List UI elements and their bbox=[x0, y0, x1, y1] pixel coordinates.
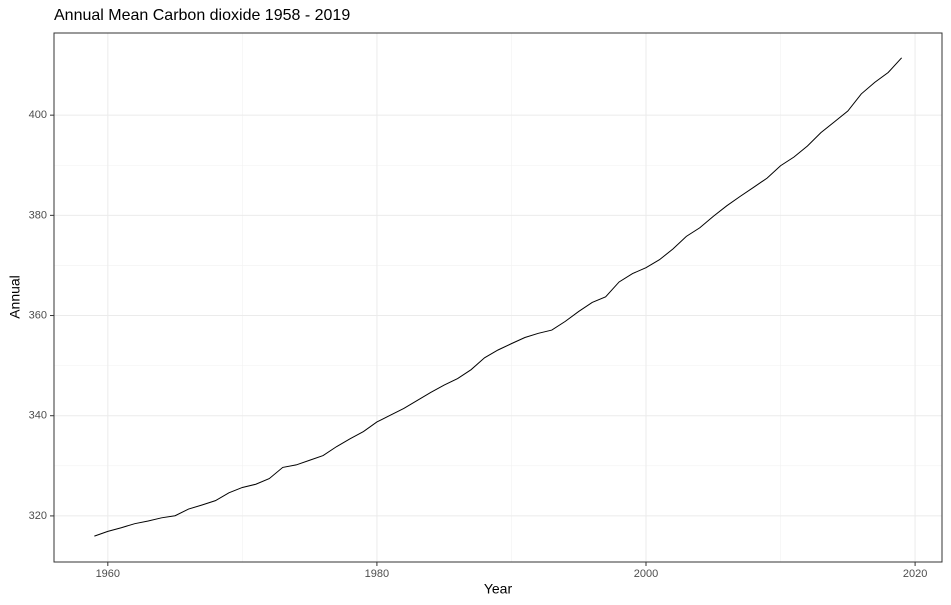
y-tick-label: 400 bbox=[29, 109, 47, 121]
x-tick-label: 2000 bbox=[634, 568, 658, 580]
x-tick-label: 1960 bbox=[96, 568, 120, 580]
x-axis-label: Year bbox=[484, 581, 513, 597]
panel-border bbox=[53, 32, 943, 563]
y-tick-label: 360 bbox=[29, 309, 47, 321]
x-tick-label: 1980 bbox=[365, 568, 389, 580]
line bbox=[94, 57, 903, 537]
y-tick-label: 380 bbox=[29, 209, 47, 221]
y-axis-label: Annual bbox=[7, 275, 23, 319]
y-tick-label: 320 bbox=[29, 510, 47, 522]
x-tick-label: 2020 bbox=[903, 568, 927, 580]
y-tick-label: 340 bbox=[29, 410, 47, 422]
chart-title: Annual Mean Carbon dioxide 1958 - 2019 bbox=[54, 7, 350, 24]
